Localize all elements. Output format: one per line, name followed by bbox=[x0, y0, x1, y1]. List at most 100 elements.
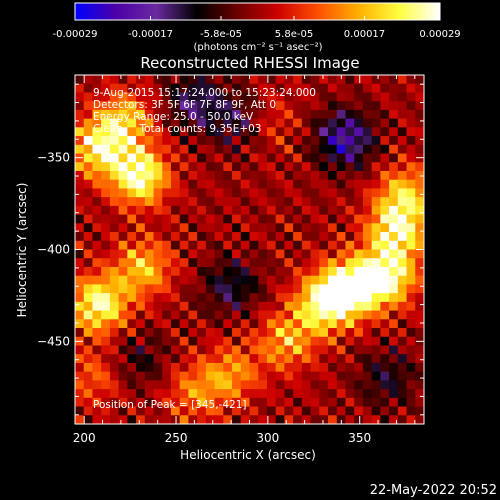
heatmap-cell bbox=[188, 75, 198, 85]
heatmap-cell bbox=[284, 232, 294, 242]
heatmap-cell bbox=[293, 284, 303, 294]
heatmap-cell bbox=[293, 83, 303, 93]
heatmap-cell bbox=[284, 109, 294, 120]
heatmap-cell bbox=[354, 406, 364, 416]
heatmap-cell bbox=[258, 83, 268, 93]
heatmap-cell bbox=[75, 92, 85, 102]
heatmap-cell bbox=[101, 380, 111, 390]
heatmap-cell bbox=[144, 188, 155, 198]
heatmap-cell bbox=[188, 144, 198, 155]
heatmap-cell bbox=[232, 354, 242, 364]
heatmap-cell bbox=[328, 101, 338, 111]
heatmap-cell bbox=[136, 223, 146, 233]
heatmap-cell bbox=[266, 92, 277, 102]
heatmap-cell bbox=[345, 380, 355, 390]
heatmap-cell bbox=[415, 293, 424, 303]
heatmap-cell bbox=[301, 301, 312, 312]
heatmap-cell bbox=[328, 345, 338, 355]
heatmap-cell bbox=[258, 354, 268, 364]
heatmap-cell bbox=[197, 118, 207, 128]
heatmap-cell bbox=[153, 319, 163, 329]
heatmap-cell bbox=[362, 179, 373, 189]
heatmap-cell bbox=[397, 162, 408, 172]
heatmap-cell bbox=[406, 328, 416, 338]
heatmap-cell bbox=[223, 240, 233, 250]
heatmap-cell bbox=[188, 205, 198, 216]
heatmap-cell bbox=[345, 75, 355, 85]
heatmap-cell bbox=[188, 345, 198, 355]
heatmap-cell bbox=[389, 301, 399, 312]
heatmap-cell bbox=[345, 144, 355, 155]
heatmap-cell bbox=[144, 354, 155, 364]
colorbar-tick-label: 0.00029 bbox=[419, 29, 460, 40]
colorbar: -0.00029 -0.00017 -5.8e-05 5.8e-05 0.00017 0.… bbox=[53, 2, 461, 53]
heatmap-cell bbox=[328, 179, 338, 189]
heatmap-cell bbox=[371, 406, 381, 416]
heatmap-cell bbox=[240, 328, 250, 338]
annotation-time-range: 9-Aug-2015 15:17:24.000 to 15:23:24.000 bbox=[93, 87, 316, 99]
heatmap-cell bbox=[223, 170, 233, 181]
heatmap-cell bbox=[415, 240, 424, 250]
heatmap-cell bbox=[214, 92, 224, 102]
heatmap-cell bbox=[83, 197, 93, 207]
heatmap-cell bbox=[162, 83, 172, 93]
heatmap-cell bbox=[362, 319, 373, 329]
heatmap-cell bbox=[328, 415, 338, 424]
heatmap-cell bbox=[205, 397, 216, 408]
heatmap-cell bbox=[153, 179, 163, 189]
heatmap-cell bbox=[275, 249, 285, 259]
heatmap-cell bbox=[214, 249, 224, 259]
heatmap-cell bbox=[205, 362, 216, 373]
heatmap-cell bbox=[197, 214, 207, 224]
heatmap-cell bbox=[92, 258, 102, 268]
heatmap-cell bbox=[380, 92, 390, 102]
heatmap-cell bbox=[380, 345, 390, 355]
heatmap-cell bbox=[118, 336, 128, 346]
heatmap-cell bbox=[301, 83, 312, 93]
heatmap-cell bbox=[197, 336, 207, 346]
heatmap-cell bbox=[336, 397, 346, 408]
heatmap-cell bbox=[362, 310, 373, 320]
heatmap-cell bbox=[240, 275, 250, 285]
heatmap-cell bbox=[92, 319, 102, 329]
heatmap-cell bbox=[153, 397, 163, 408]
heatmap-cell bbox=[371, 153, 381, 163]
heatmap-cell bbox=[205, 406, 216, 416]
heatmap-cell bbox=[310, 153, 320, 163]
heatmap-cell bbox=[266, 389, 277, 399]
heatmap-cell bbox=[380, 415, 390, 424]
heatmap-cell bbox=[223, 415, 233, 424]
heatmap-cell bbox=[275, 266, 285, 277]
heatmap-cell bbox=[162, 232, 172, 242]
heatmap-cell bbox=[136, 75, 146, 85]
heatmap-cell bbox=[170, 284, 181, 294]
heatmap-cell bbox=[258, 284, 268, 294]
heatmap-cell bbox=[319, 127, 329, 137]
heatmap-cell bbox=[136, 205, 146, 216]
heatmap-cell bbox=[162, 328, 172, 338]
heatmap-cell bbox=[258, 214, 268, 224]
heatmap-cell bbox=[214, 136, 224, 146]
heatmap-cell bbox=[109, 162, 120, 172]
heatmap-cell bbox=[336, 75, 346, 85]
heatmap-cell bbox=[232, 170, 242, 181]
heatmap-cell bbox=[293, 371, 303, 381]
heatmap-cell bbox=[328, 197, 338, 207]
heatmap-cell bbox=[197, 310, 207, 320]
heatmap-cell bbox=[389, 127, 399, 137]
heatmap-cell bbox=[249, 284, 259, 294]
heatmap-cell bbox=[371, 118, 381, 128]
heatmap-cell bbox=[205, 144, 216, 155]
heatmap-cell bbox=[223, 101, 233, 111]
heatmap-cell bbox=[240, 83, 250, 93]
heatmap-cell bbox=[127, 144, 137, 155]
heatmap-cell bbox=[310, 170, 320, 181]
heatmap-cell bbox=[371, 223, 381, 233]
heatmap-cell bbox=[258, 127, 268, 137]
heatmap-cell bbox=[109, 118, 120, 128]
heatmap-cell bbox=[293, 249, 303, 259]
heatmap-cell bbox=[127, 397, 137, 408]
heatmap-cell bbox=[214, 162, 224, 172]
heatmap-cell bbox=[101, 258, 111, 268]
heatmap-cell bbox=[380, 179, 390, 189]
